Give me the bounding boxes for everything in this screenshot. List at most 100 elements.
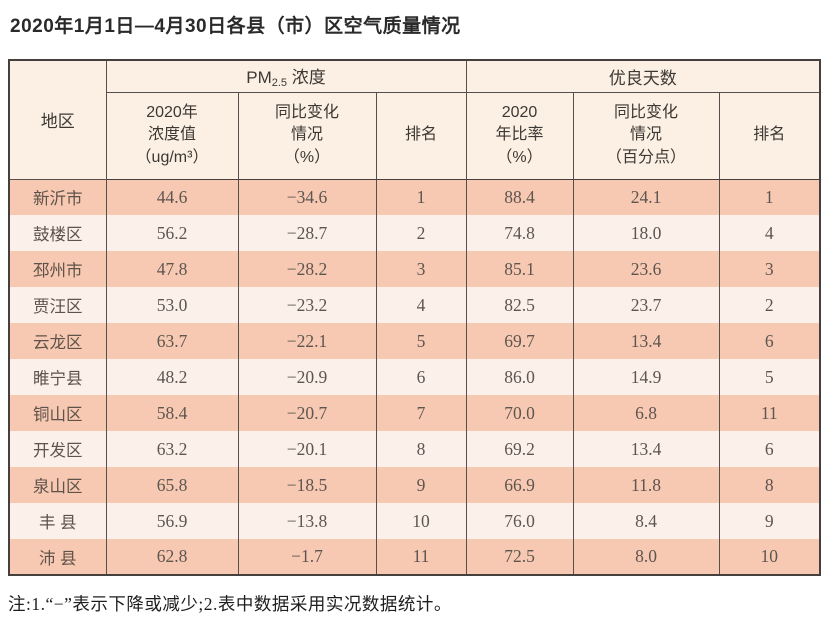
table-row: 开发区 63.2 −20.1 8 69.2 13.4 6	[8, 431, 821, 467]
cell-pm-change: −28.2	[237, 251, 377, 287]
cell-days-rank: 2	[718, 287, 821, 323]
pm25-label-prefix: PM	[246, 68, 272, 88]
cell-pm-change: −20.1	[237, 431, 377, 467]
cell-region: 睢宁县	[8, 359, 107, 395]
cell-pm-rank: 3	[375, 251, 467, 287]
cell-pm-value: 47.8	[105, 251, 239, 287]
cell-pm-value: 63.7	[105, 323, 239, 359]
cell-pm-value: 53.0	[105, 287, 239, 323]
sub-header-row: 2020年 浓度值 （ug/m³） 同比变化 情况 （%） 排名 2020 年比…	[9, 92, 821, 180]
cell-days-change: 8.0	[572, 539, 720, 575]
cell-pm-rank: 8	[375, 431, 467, 467]
cell-pm-value: 62.8	[105, 539, 239, 575]
cell-days-rank: 9	[718, 503, 821, 539]
cell-days-rate: 69.2	[465, 431, 574, 467]
cell-pm-rank: 4	[375, 287, 467, 323]
cell-pm-rank: 5	[375, 323, 467, 359]
table-row: 邳州市 47.8 −28.2 3 85.1 23.6 3	[8, 251, 821, 287]
table-row: 铜山区 58.4 −20.7 7 70.0 6.8 11	[8, 395, 821, 431]
table-header: 地区 PM2.5 浓度 优良天数 2020年 浓度值 （ug/m³） 同比变化 …	[8, 60, 821, 180]
cell-pm-change: −1.7	[237, 539, 377, 575]
cell-days-rank: 11	[718, 395, 821, 431]
table-row: 鼓楼区 56.2 −28.7 2 74.8 18.0 4	[8, 215, 821, 251]
cell-days-change: 18.0	[572, 215, 720, 251]
cell-region: 云龙区	[8, 323, 107, 359]
cell-pm-rank: 10	[375, 503, 467, 539]
column-header-days-change: 同比变化 情况 （百分点）	[572, 92, 720, 180]
cell-days-rate: 69.7	[465, 323, 574, 359]
table-row: 贾汪区 53.0 −23.2 4 82.5 23.7 2	[8, 287, 821, 323]
cell-days-change: 14.9	[572, 359, 720, 395]
cell-days-change: 13.4	[572, 323, 720, 359]
cell-days-change: 23.7	[572, 287, 720, 323]
cell-region: 贾汪区	[8, 287, 107, 323]
column-header-pm-change: 同比变化 情况 （%）	[237, 92, 377, 180]
cell-days-rate: 76.0	[465, 503, 574, 539]
cell-pm-change: −20.9	[237, 359, 377, 395]
cell-pm-rank: 1	[375, 179, 467, 215]
cell-days-rank: 3	[718, 251, 821, 287]
cell-days-rank: 10	[718, 539, 821, 575]
cell-region: 丰 县	[8, 503, 107, 539]
cell-days-change: 6.8	[572, 395, 720, 431]
group-header-row: 地区 PM2.5 浓度 优良天数	[8, 60, 821, 180]
cell-pm-rank: 11	[375, 539, 467, 575]
column-header-days-rate: 2020 年比率 （%）	[465, 92, 574, 180]
table-row: 新沂市 44.6 −34.6 1 88.4 24.1 1	[8, 179, 821, 215]
cell-days-rate: 86.0	[465, 359, 574, 395]
cell-days-rank: 4	[718, 215, 821, 251]
cell-pm-value: 56.2	[105, 215, 239, 251]
cell-pm-rank: 9	[375, 467, 467, 503]
column-header-pm-rank: 排名	[375, 92, 467, 180]
cell-pm-value: 56.9	[105, 503, 239, 539]
column-header-region: 地区	[8, 60, 107, 180]
table-row: 泉山区 65.8 −18.5 9 66.9 11.8 8	[8, 467, 821, 503]
cell-pm-change: −22.1	[237, 323, 377, 359]
cell-pm-rank: 7	[375, 395, 467, 431]
table-row: 睢宁县 48.2 −20.9 6 86.0 14.9 5	[8, 359, 821, 395]
cell-days-rate: 82.5	[465, 287, 574, 323]
table-row: 云龙区 63.7 −22.1 5 69.7 13.4 6	[8, 323, 821, 359]
cell-days-rate: 74.8	[465, 215, 574, 251]
cell-region: 泉山区	[8, 467, 107, 503]
column-group-pm25: PM2.5 浓度	[105, 60, 467, 93]
cell-pm-value: 65.8	[105, 467, 239, 503]
cell-pm-change: −18.5	[237, 467, 377, 503]
cell-days-rank: 6	[718, 323, 821, 359]
cell-pm-change: −34.6	[237, 179, 377, 215]
cell-region: 开发区	[8, 431, 107, 467]
cell-pm-value: 44.6	[105, 179, 239, 215]
cell-region: 邳州市	[8, 251, 107, 287]
cell-days-rate: 72.5	[465, 539, 574, 575]
cell-region: 新沂市	[8, 179, 107, 215]
cell-days-rank: 5	[718, 359, 821, 395]
table-row: 沛 县 62.8 −1.7 11 72.5 8.0 10	[8, 539, 821, 575]
footnote: 注:1.“−”表示下降或减少;2.表中数据采用实况数据统计。	[8, 594, 452, 614]
page-title: 2020年1月1日—4月30日各县（市）区空气质量情况	[10, 16, 461, 37]
cell-region: 鼓楼区	[8, 215, 107, 251]
cell-days-rate: 88.4	[465, 179, 574, 215]
cell-pm-change: −23.2	[237, 287, 377, 323]
cell-pm-value: 58.4	[105, 395, 239, 431]
cell-days-change: 23.6	[572, 251, 720, 287]
cell-days-rank: 6	[718, 431, 821, 467]
cell-days-change: 8.4	[572, 503, 720, 539]
cell-days-rank: 8	[718, 467, 821, 503]
column-group-good-days: 优良天数	[465, 60, 821, 93]
cell-days-change: 11.8	[572, 467, 720, 503]
column-header-pm-value: 2020年 浓度值 （ug/m³）	[105, 92, 239, 180]
cell-days-rate: 85.1	[465, 251, 574, 287]
cell-days-change: 13.4	[572, 431, 720, 467]
column-header-days-rank: 排名	[718, 92, 821, 180]
pm25-label-suffix: 浓度	[287, 68, 326, 88]
cell-region: 沛 县	[8, 539, 107, 575]
cell-days-rank: 1	[718, 179, 821, 215]
air-quality-table: 地区 PM2.5 浓度 优良天数 2020年 浓度值 （ug/m³） 同比变化 …	[8, 59, 822, 576]
cell-pm-rank: 6	[375, 359, 467, 395]
cell-days-rate: 66.9	[465, 467, 574, 503]
cell-pm-change: −28.7	[237, 215, 377, 251]
cell-region: 铜山区	[8, 395, 107, 431]
table-body: 新沂市 44.6 −34.6 1 88.4 24.1 1 鼓楼区 56.2 −28.7 2 74.8 1…	[8, 179, 821, 575]
cell-days-rate: 70.0	[465, 395, 574, 431]
cell-pm-change: −20.7	[237, 395, 377, 431]
